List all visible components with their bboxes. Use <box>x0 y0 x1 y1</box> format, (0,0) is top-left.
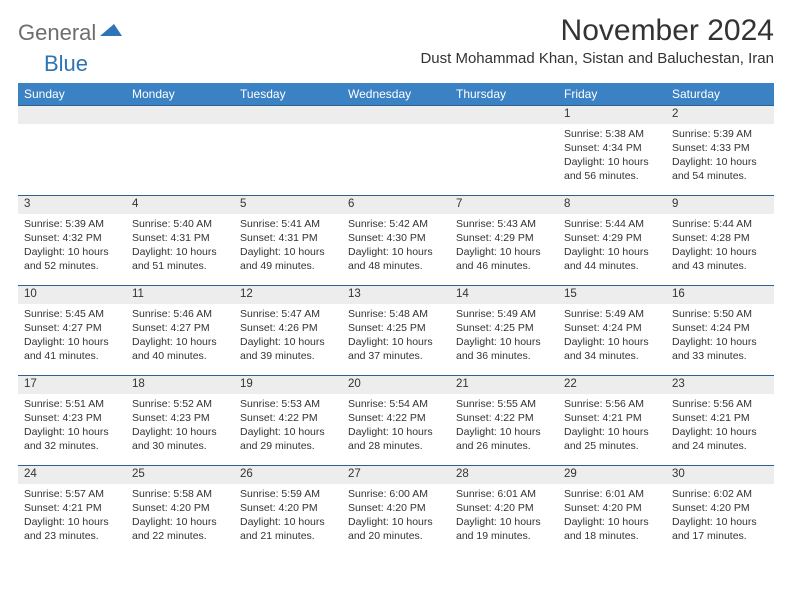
weekday-header: Thursday <box>450 83 558 106</box>
day-number-cell: 6 <box>342 196 450 214</box>
day-number-cell: 16 <box>666 286 774 304</box>
day-number-row: 3456789 <box>18 196 774 214</box>
day-number-cell: 26 <box>234 466 342 484</box>
calendar-page: General November 2024 Dust Mohammad Khan… <box>0 0 792 556</box>
day-number-cell: 10 <box>18 286 126 304</box>
day-number-cell: 28 <box>450 466 558 484</box>
day-content-cell: Sunrise: 6:02 AMSunset: 4:20 PMDaylight:… <box>666 484 774 556</box>
day-number-cell: 1 <box>558 106 666 124</box>
day-number-cell <box>342 106 450 124</box>
day-number-cell: 17 <box>18 376 126 394</box>
day-number-cell: 7 <box>450 196 558 214</box>
day-number-cell: 23 <box>666 376 774 394</box>
day-content-cell: Sunrise: 5:44 AMSunset: 4:28 PMDaylight:… <box>666 214 774 286</box>
day-content-cell: Sunrise: 5:45 AMSunset: 4:27 PMDaylight:… <box>18 304 126 376</box>
day-number-cell: 24 <box>18 466 126 484</box>
day-number-row: 24252627282930 <box>18 466 774 484</box>
weekday-header: Saturday <box>666 83 774 106</box>
day-content-cell: Sunrise: 5:48 AMSunset: 4:25 PMDaylight:… <box>342 304 450 376</box>
title-block: November 2024 Dust Mohammad Khan, Sistan… <box>420 14 774 67</box>
day-content-cell <box>18 124 126 196</box>
day-number-cell <box>450 106 558 124</box>
day-number-cell: 4 <box>126 196 234 214</box>
day-number-cell: 21 <box>450 376 558 394</box>
day-content-row: Sunrise: 5:57 AMSunset: 4:21 PMDaylight:… <box>18 484 774 556</box>
day-number-cell: 9 <box>666 196 774 214</box>
day-content-cell: Sunrise: 5:47 AMSunset: 4:26 PMDaylight:… <box>234 304 342 376</box>
day-number-cell: 11 <box>126 286 234 304</box>
day-content-cell: Sunrise: 5:43 AMSunset: 4:29 PMDaylight:… <box>450 214 558 286</box>
day-content-cell <box>234 124 342 196</box>
day-content-cell: Sunrise: 5:55 AMSunset: 4:22 PMDaylight:… <box>450 394 558 466</box>
weekday-header: Friday <box>558 83 666 106</box>
day-number-cell: 29 <box>558 466 666 484</box>
day-number-cell: 8 <box>558 196 666 214</box>
location-subtitle: Dust Mohammad Khan, Sistan and Baluchest… <box>420 50 774 67</box>
day-content-cell: Sunrise: 5:59 AMSunset: 4:20 PMDaylight:… <box>234 484 342 556</box>
day-number-cell: 2 <box>666 106 774 124</box>
day-content-cell: Sunrise: 5:49 AMSunset: 4:25 PMDaylight:… <box>450 304 558 376</box>
brand-part1: General <box>18 20 96 46</box>
weekday-header-row: Sunday Monday Tuesday Wednesday Thursday… <box>18 83 774 106</box>
day-content-cell: Sunrise: 5:56 AMSunset: 4:21 PMDaylight:… <box>666 394 774 466</box>
day-content-cell: Sunrise: 6:01 AMSunset: 4:20 PMDaylight:… <box>558 484 666 556</box>
day-content-cell <box>450 124 558 196</box>
day-content-cell: Sunrise: 5:54 AMSunset: 4:22 PMDaylight:… <box>342 394 450 466</box>
day-number-row: 12 <box>18 106 774 124</box>
day-number-cell: 13 <box>342 286 450 304</box>
brand-part2: Blue <box>44 51 88 76</box>
weekday-header: Monday <box>126 83 234 106</box>
day-content-cell: Sunrise: 5:38 AMSunset: 4:34 PMDaylight:… <box>558 124 666 196</box>
day-content-cell: Sunrise: 5:51 AMSunset: 4:23 PMDaylight:… <box>18 394 126 466</box>
day-number-row: 10111213141516 <box>18 286 774 304</box>
day-content-row: Sunrise: 5:45 AMSunset: 4:27 PMDaylight:… <box>18 304 774 376</box>
day-number-cell: 22 <box>558 376 666 394</box>
day-number-cell <box>18 106 126 124</box>
day-number-cell <box>234 106 342 124</box>
day-number-cell: 14 <box>450 286 558 304</box>
day-content-cell: Sunrise: 5:46 AMSunset: 4:27 PMDaylight:… <box>126 304 234 376</box>
day-content-cell <box>342 124 450 196</box>
day-number-cell: 15 <box>558 286 666 304</box>
day-number-cell: 18 <box>126 376 234 394</box>
day-number-cell: 3 <box>18 196 126 214</box>
weekday-header: Sunday <box>18 83 126 106</box>
day-content-cell: Sunrise: 5:58 AMSunset: 4:20 PMDaylight:… <box>126 484 234 556</box>
day-number-cell: 20 <box>342 376 450 394</box>
day-content-cell: Sunrise: 5:56 AMSunset: 4:21 PMDaylight:… <box>558 394 666 466</box>
calendar-table: Sunday Monday Tuesday Wednesday Thursday… <box>18 83 774 556</box>
day-number-cell: 27 <box>342 466 450 484</box>
day-content-cell: Sunrise: 5:42 AMSunset: 4:30 PMDaylight:… <box>342 214 450 286</box>
day-number-cell: 5 <box>234 196 342 214</box>
brand-logo: General <box>18 14 124 46</box>
weekday-header: Wednesday <box>342 83 450 106</box>
day-content-cell: Sunrise: 6:01 AMSunset: 4:20 PMDaylight:… <box>450 484 558 556</box>
day-number-cell: 19 <box>234 376 342 394</box>
day-content-cell: Sunrise: 5:57 AMSunset: 4:21 PMDaylight:… <box>18 484 126 556</box>
day-content-row: Sunrise: 5:51 AMSunset: 4:23 PMDaylight:… <box>18 394 774 466</box>
day-content-row: Sunrise: 5:39 AMSunset: 4:32 PMDaylight:… <box>18 214 774 286</box>
day-content-row: Sunrise: 5:38 AMSunset: 4:34 PMDaylight:… <box>18 124 774 196</box>
month-title: November 2024 <box>420 14 774 48</box>
day-content-cell: Sunrise: 5:39 AMSunset: 4:33 PMDaylight:… <box>666 124 774 196</box>
day-content-cell: Sunrise: 5:40 AMSunset: 4:31 PMDaylight:… <box>126 214 234 286</box>
weekday-header: Tuesday <box>234 83 342 106</box>
day-number-row: 17181920212223 <box>18 376 774 394</box>
day-number-cell: 30 <box>666 466 774 484</box>
day-content-cell: Sunrise: 5:52 AMSunset: 4:23 PMDaylight:… <box>126 394 234 466</box>
day-content-cell: Sunrise: 6:00 AMSunset: 4:20 PMDaylight:… <box>342 484 450 556</box>
day-number-cell: 12 <box>234 286 342 304</box>
day-content-cell <box>126 124 234 196</box>
day-content-cell: Sunrise: 5:44 AMSunset: 4:29 PMDaylight:… <box>558 214 666 286</box>
day-content-cell: Sunrise: 5:50 AMSunset: 4:24 PMDaylight:… <box>666 304 774 376</box>
brand-triangle-icon <box>100 22 122 45</box>
day-content-cell: Sunrise: 5:49 AMSunset: 4:24 PMDaylight:… <box>558 304 666 376</box>
day-content-cell: Sunrise: 5:53 AMSunset: 4:22 PMDaylight:… <box>234 394 342 466</box>
day-content-cell: Sunrise: 5:39 AMSunset: 4:32 PMDaylight:… <box>18 214 126 286</box>
day-number-cell: 25 <box>126 466 234 484</box>
day-number-cell <box>126 106 234 124</box>
day-content-cell: Sunrise: 5:41 AMSunset: 4:31 PMDaylight:… <box>234 214 342 286</box>
